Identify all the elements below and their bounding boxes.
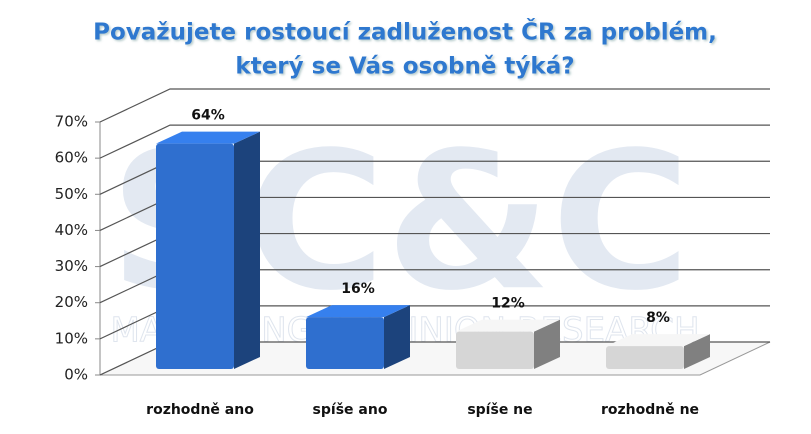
grid-line [99,124,770,159]
bar [606,346,684,369]
bar-side [684,334,710,369]
bar-top [606,334,710,347]
x-tick-label: rozhodně ano [146,402,254,418]
bar-top [456,319,560,332]
y-tick-label: 40% [55,221,88,239]
bar [306,317,384,369]
y-tick-label: 0% [64,366,88,384]
bar-side [534,319,560,369]
x-tick-label: spíše ano [313,402,388,418]
value-label: 16% [341,281,375,297]
x-tick-label: spíše ne [467,402,532,418]
bar-side [234,131,260,369]
bar-side [384,305,410,369]
value-label: 12% [491,296,525,312]
y-tick-label: 20% [55,293,88,311]
bar [456,331,534,369]
grid-line [99,88,770,123]
bar [156,143,234,369]
bar-top [156,131,260,144]
value-label: 8% [646,310,670,326]
y-tick-label: 70% [55,113,88,131]
chart-title: Považujete rostoucí zadluženost ČR za pr… [93,18,717,46]
value-label: 64% [191,108,225,124]
y-tick-label: 10% [55,329,88,347]
x-tick-label: rozhodně ne [601,402,699,418]
y-tick-label: 30% [55,257,88,275]
y-tick-label: 60% [55,149,88,167]
bar-top [306,305,410,318]
chart-title: který se Vás osobně týká? [235,54,574,80]
y-tick-label: 50% [55,185,88,203]
